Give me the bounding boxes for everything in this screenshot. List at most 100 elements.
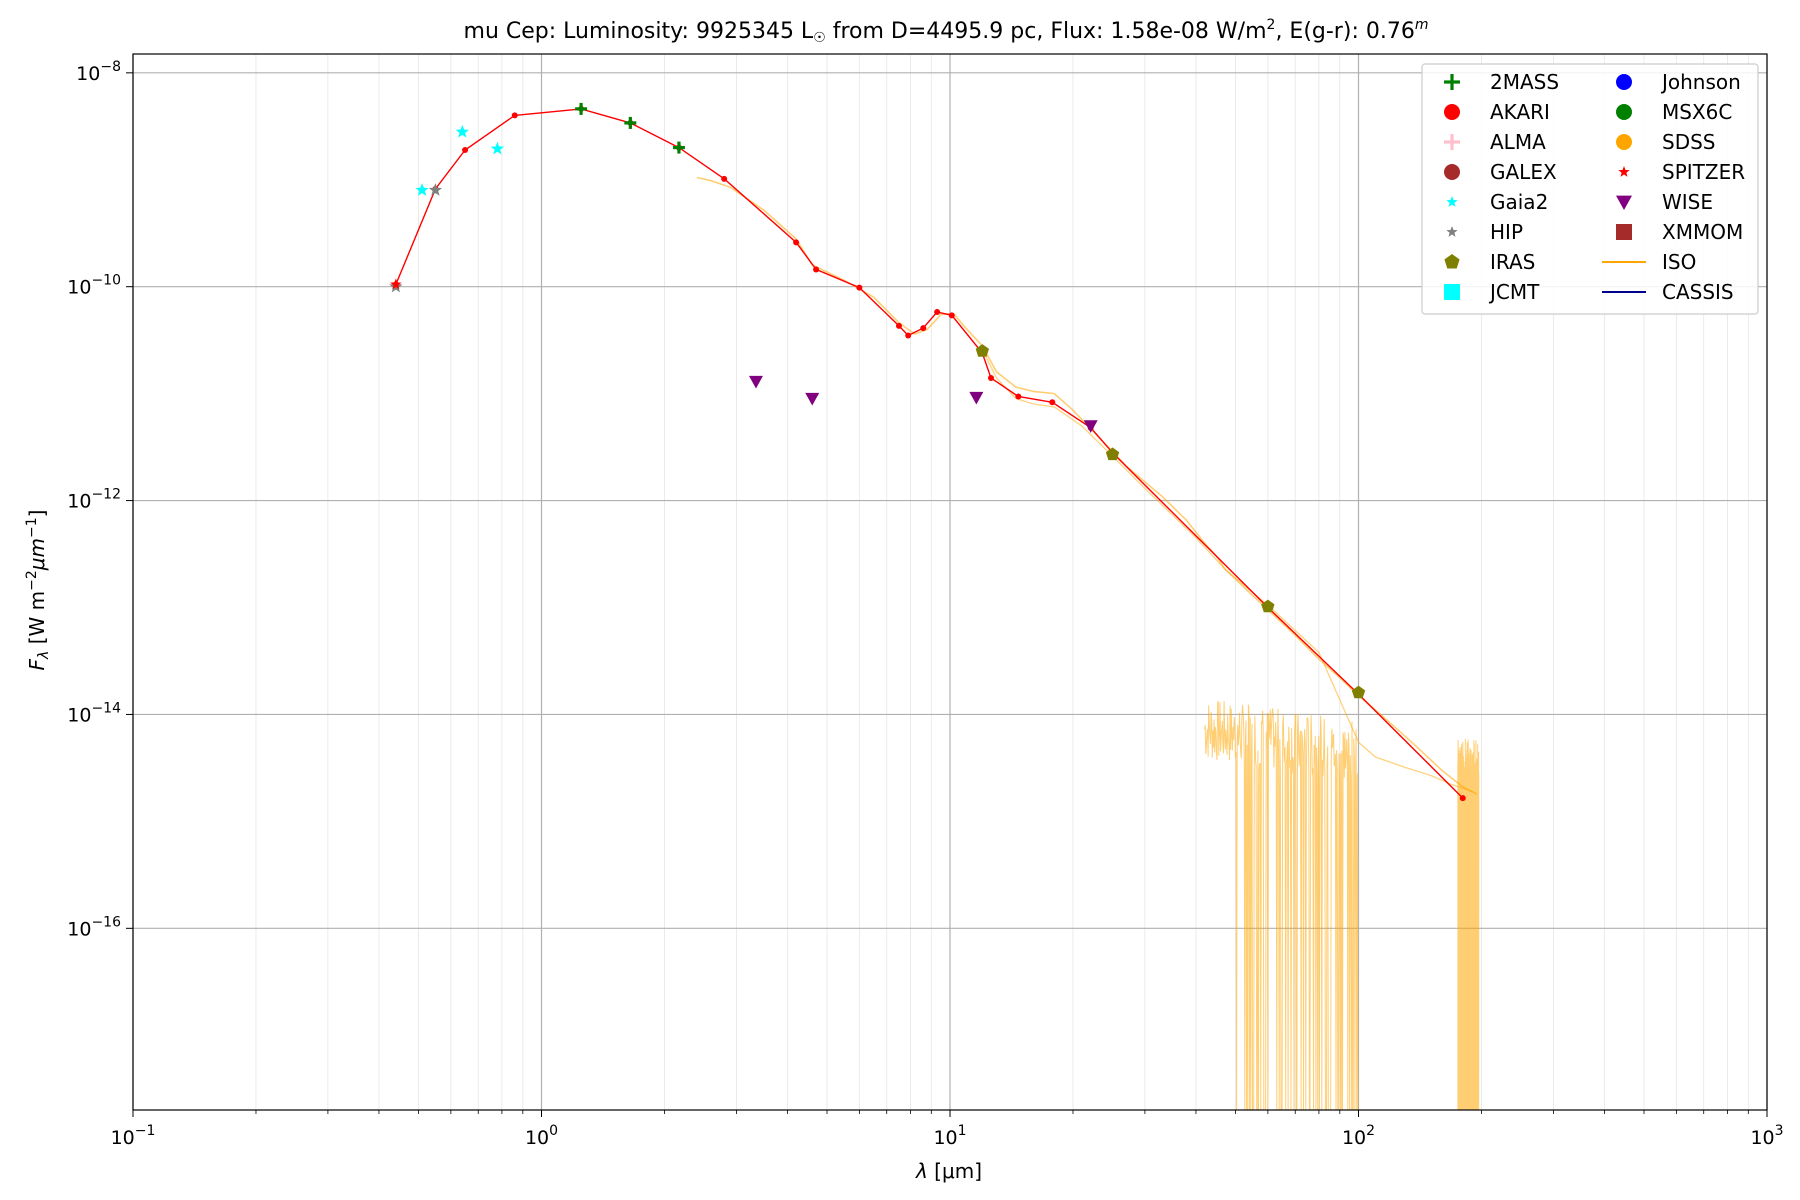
model-sed-point (793, 239, 800, 246)
legend-label-iso: ISO (1662, 250, 1696, 274)
legend-label-iras: IRAS (1490, 250, 1535, 274)
model-sed-point (948, 312, 955, 319)
y-tick-base: 10 (76, 63, 100, 85)
y-axis-label: Fλ [W m−2μm−1] (24, 510, 52, 671)
legend-label-xmmom: XMMOM (1662, 220, 1743, 244)
y-tick-exponent: −12 (91, 487, 121, 503)
model-sed-point (988, 375, 995, 382)
iras-point (1261, 599, 1275, 613)
x-tick-label: 102 (1342, 1123, 1375, 1149)
hip-point (428, 183, 443, 196)
legend-label-msx6c: MSX6C (1662, 100, 1732, 124)
iras-point (1105, 447, 1120, 461)
x-axis-label: λ [μm] (915, 1159, 982, 1183)
legend-label-gaia2: Gaia2 (1490, 190, 1548, 214)
model-sed-point (1049, 399, 1056, 406)
y-tick-label: 10−10 (67, 273, 121, 299)
legend-label-johnson: Johnson (1660, 70, 1741, 94)
x-tick-base: 10 (1750, 1127, 1774, 1149)
legend-marker-alma (1444, 134, 1460, 150)
legend-label-jcmt: JCMT (1488, 280, 1540, 304)
model-sed-point (462, 146, 469, 153)
iso-spectrum-line (981, 349, 1473, 793)
legend-label-galex: GALEX (1490, 160, 1557, 184)
x-tick-base: 10 (933, 1127, 957, 1149)
model-sed-point (511, 112, 518, 119)
photometry-points (389, 102, 1366, 699)
legend-marker-jcmt (1444, 284, 1460, 300)
model-sed-point (1015, 393, 1022, 400)
model-sed-point (721, 175, 728, 182)
model-sed-point (1459, 795, 1466, 802)
y-tick-exponent: −16 (91, 914, 121, 930)
x-tick-exponent: 0 (549, 1123, 558, 1139)
spitzer-point (390, 278, 402, 290)
x-tick-exponent: 3 (1775, 1123, 1784, 1139)
legend-marker-johnson (1616, 74, 1632, 90)
x-tick-base: 10 (111, 1127, 135, 1149)
x-tick-labels: 10−1 100 101 102 103 (111, 1123, 1784, 1149)
y-tick-base: 10 (67, 491, 91, 513)
iso-spectrum-noise (1457, 738, 1480, 1111)
legend-marker-sdss (1616, 134, 1632, 150)
legend-label-akari: AKARI (1490, 100, 1550, 124)
2mass-point (575, 102, 588, 115)
x-tick-exponent: −1 (135, 1123, 156, 1139)
legend-marker-msx6c (1616, 104, 1632, 120)
minor-grid (255, 54, 1749, 1110)
y-tick-base: 10 (67, 704, 91, 726)
legend-label-sdss: SDSS (1662, 130, 1716, 154)
axis-ticks (126, 72, 1768, 1117)
y-tick-label: 10−14 (67, 700, 121, 726)
legend-marker-hip (1446, 226, 1458, 237)
x-tick-base: 10 (1342, 1127, 1366, 1149)
legend-label-cassis: CASSIS (1662, 280, 1734, 304)
legend-marker-spitzer (1618, 166, 1630, 177)
chart-title: mu Cep: Luminosity: 9925345 L☉ from D=44… (464, 17, 1429, 46)
legend-marker-xmmom (1616, 224, 1632, 240)
legend: 2MASS AKARI ALMA GALEX Gaia2 HIP IRAS JCMT Johns… (1421, 63, 1759, 315)
y-tick-base: 10 (67, 277, 91, 299)
legend-label-wise: WISE (1662, 190, 1713, 214)
iras-point (975, 344, 989, 357)
y-tick-label: 10−12 (67, 487, 121, 513)
legend-label-alma: ALMA (1490, 130, 1546, 154)
legend-marker-2mass (1444, 74, 1460, 90)
iras-point (1351, 685, 1366, 699)
y-tick-label: 10−16 (67, 914, 121, 940)
y-tick-label: 10−8 (76, 59, 121, 85)
x-tick-label: 100 (525, 1123, 558, 1149)
model-sed-point (905, 332, 912, 339)
legend-marker-iras (1444, 254, 1460, 269)
legend-label-2mass: 2MASS (1490, 70, 1559, 94)
legend-marker-galex (1444, 164, 1460, 180)
model-sed-point (856, 284, 863, 291)
wise-point (1083, 420, 1098, 433)
2mass-point (672, 141, 685, 154)
y-tick-exponent: −14 (91, 700, 121, 716)
gaia2-point (415, 183, 429, 196)
wise-point (969, 391, 984, 405)
model-sed-point (813, 266, 820, 273)
x-tick-exponent: 2 (1366, 1123, 1375, 1139)
wise-point (748, 375, 763, 389)
2mass-point (624, 116, 637, 129)
x-tick-label: 103 (1750, 1123, 1783, 1149)
gaia2-point (455, 124, 469, 138)
legend-marker-akari (1444, 104, 1460, 120)
legend-label-spitzer: SPITZER (1662, 160, 1745, 184)
gaia2-point (490, 141, 505, 155)
x-tick-base: 10 (525, 1127, 549, 1149)
wise-point (805, 392, 820, 406)
legend-entries: 2MASS AKARI ALMA GALEX Gaia2 HIP IRAS JCMT Johns… (1444, 70, 1745, 304)
y-tick-exponent: −10 (91, 273, 121, 289)
legend-marker-wise (1616, 195, 1632, 210)
x-tick-label: 101 (933, 1123, 966, 1149)
model-sed-point (920, 325, 927, 332)
x-tick-exponent: 1 (958, 1123, 967, 1139)
x-tick-label: 10−1 (111, 1123, 156, 1149)
y-tick-exponent: −8 (100, 59, 121, 75)
legend-box (1421, 63, 1759, 315)
model-sed-point (895, 322, 902, 329)
